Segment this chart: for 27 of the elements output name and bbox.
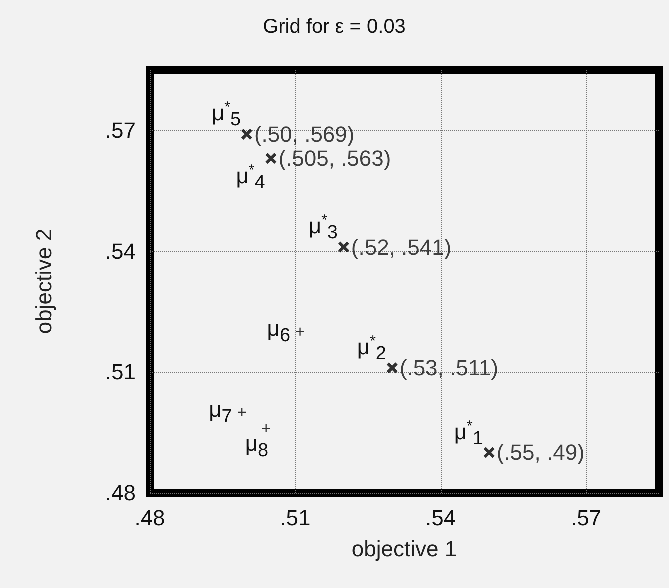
data-label: (.505, .563) — [278, 146, 392, 172]
y-axis-title: objective 2 — [32, 228, 56, 334]
point — [484, 447, 495, 458]
point — [262, 424, 270, 433]
point — [386, 362, 398, 374]
x-tick-label: .57 — [570, 506, 602, 530]
x-tick-label: .48 — [134, 506, 166, 530]
point — [338, 242, 350, 253]
data-label: (.52, .541) — [351, 234, 452, 260]
annotation: μ$_{6}$ — [267, 316, 291, 347]
chart-title: Grid for ε = 0.03 — [263, 16, 406, 38]
data-label: (.50, .569) — [254, 122, 355, 147]
point — [238, 408, 246, 416]
annotation: μ$_{7}$ — [209, 396, 232, 428]
data-label: (.53, .511) — [400, 356, 499, 381]
data-label: (.55, .49) — [496, 440, 585, 466]
y-tick-label: .51 — [105, 360, 136, 385]
x-tick-label: .51 — [280, 506, 311, 530]
y-tick-label: .48 — [105, 480, 136, 506]
y-tick-label: .57 — [105, 118, 136, 143]
point — [296, 328, 304, 336]
x-axis-title: objective 1 — [352, 536, 458, 562]
x-tick-label: .54 — [426, 506, 456, 530]
point — [241, 128, 252, 140]
annotation: μ$_{8}$ — [245, 430, 269, 461]
y-tick-label: .54 — [105, 238, 136, 264]
point — [266, 153, 277, 164]
